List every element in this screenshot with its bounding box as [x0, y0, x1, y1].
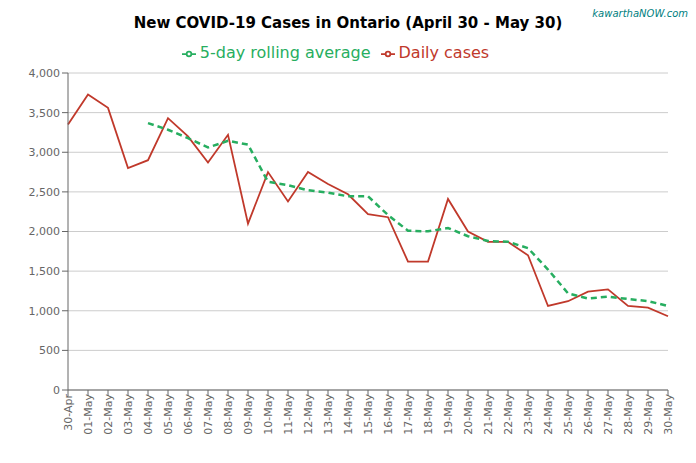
- svg-text:28-May: 28-May: [622, 394, 635, 435]
- svg-text:15-May: 15-May: [362, 394, 375, 435]
- svg-text:23-May: 23-May: [522, 394, 535, 435]
- svg-text:500: 500: [39, 344, 60, 357]
- svg-text:01-May: 01-May: [82, 394, 95, 435]
- svg-text:2,000: 2,000: [29, 225, 61, 238]
- svg-text:22-May: 22-May: [502, 394, 515, 435]
- svg-text:11-May: 11-May: [282, 394, 295, 435]
- svg-text:1,000: 1,000: [29, 305, 61, 318]
- svg-text:16-May: 16-May: [382, 394, 395, 435]
- svg-text:3,000: 3,000: [29, 146, 61, 159]
- svg-text:12-May: 12-May: [302, 394, 315, 435]
- svg-text:1,500: 1,500: [29, 265, 61, 278]
- svg-text:30-Apr: 30-Apr: [62, 394, 75, 431]
- svg-text:24-May: 24-May: [542, 394, 555, 435]
- svg-text:10-May: 10-May: [262, 394, 275, 435]
- svg-text:27-May: 27-May: [602, 394, 615, 435]
- html-text:5-day rolling average: 5-day rolling average: [199, 43, 371, 62]
- svg-text:13-May: 13-May: [322, 394, 335, 435]
- svg-text:08-May: 08-May: [222, 394, 235, 435]
- svg-text:14-May: 14-May: [342, 394, 355, 435]
- svg-text:29-May: 29-May: [642, 394, 655, 435]
- svg-text:30-May: 30-May: [662, 394, 675, 435]
- svg-text:4,000: 4,000: [29, 67, 61, 80]
- svg-text:19-May: 19-May: [442, 394, 455, 435]
- svg-text:07-May: 07-May: [202, 394, 215, 435]
- svg-text:04-May: 04-May: [142, 394, 155, 435]
- svg-text:20-May: 20-May: [462, 394, 475, 435]
- svg-text:2,500: 2,500: [29, 186, 61, 199]
- svg-text:18-May: 18-May: [422, 394, 435, 435]
- html-text:Daily cases: Daily cases: [398, 43, 490, 62]
- svg-text:26-May: 26-May: [582, 394, 595, 435]
- svg-text:25-May: 25-May: [562, 394, 575, 435]
- svg-text:06-May: 06-May: [182, 394, 195, 435]
- svg-text:09-May: 09-May: [242, 394, 255, 435]
- svg-text:17-May: 17-May: [402, 394, 415, 435]
- svg-text:02-May: 02-May: [102, 394, 115, 435]
- html-text:kawarthaNOW.com: kawarthaNOW.com: [592, 8, 688, 19]
- svg-text:21-May: 21-May: [482, 394, 495, 435]
- svg-text:05-May: 05-May: [162, 394, 175, 435]
- html-text:New COVID-19 Cases in Ontario: New COVID-19 Cases in Ontario (April 30 …: [133, 14, 563, 32]
- svg-text:3,500: 3,500: [29, 107, 61, 120]
- svg-text:03-May: 03-May: [122, 394, 135, 435]
- svg-text:0: 0: [53, 384, 60, 397]
